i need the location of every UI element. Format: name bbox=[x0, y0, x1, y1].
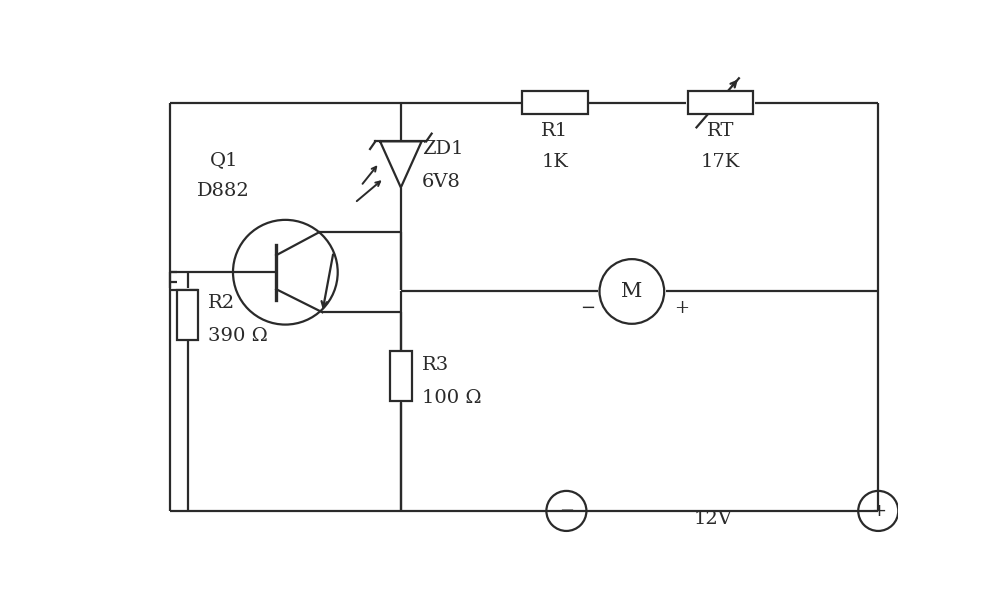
Bar bbox=[390, 351, 412, 401]
Text: −: − bbox=[580, 299, 596, 318]
Text: Q1: Q1 bbox=[210, 151, 238, 170]
Text: R1: R1 bbox=[541, 123, 568, 140]
Text: −: − bbox=[559, 502, 574, 520]
Text: 1K: 1K bbox=[541, 153, 568, 171]
Text: M: M bbox=[621, 282, 642, 301]
Text: 100 Ω: 100 Ω bbox=[422, 389, 481, 407]
Text: 390 Ω: 390 Ω bbox=[208, 327, 268, 345]
Text: 12V: 12V bbox=[693, 509, 732, 528]
Text: ZD1: ZD1 bbox=[422, 140, 463, 158]
Text: R2: R2 bbox=[208, 294, 235, 312]
Text: 6V8: 6V8 bbox=[422, 173, 461, 191]
Bar bbox=[177, 289, 198, 340]
Text: D882: D882 bbox=[197, 183, 250, 200]
Text: R3: R3 bbox=[422, 356, 449, 373]
Text: 17K: 17K bbox=[701, 153, 740, 171]
Text: +: + bbox=[674, 299, 689, 318]
Bar bbox=[522, 91, 588, 115]
Text: RT: RT bbox=[707, 123, 734, 140]
Text: +: + bbox=[871, 502, 886, 520]
Bar bbox=[688, 91, 753, 115]
